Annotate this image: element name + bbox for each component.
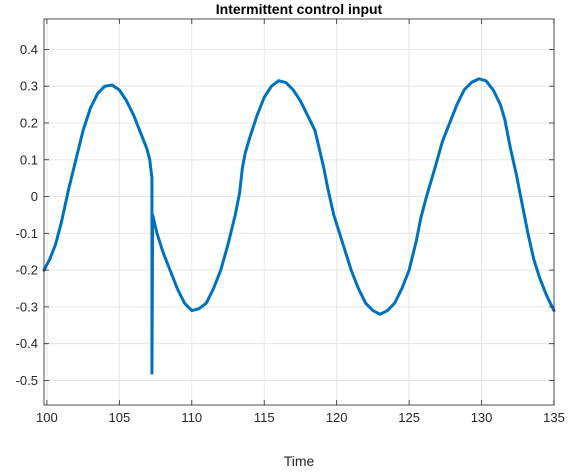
series-layer xyxy=(42,77,556,375)
plot-area-border xyxy=(43,18,555,406)
x-tick-label: 125 xyxy=(398,410,420,425)
x-tick-label: 105 xyxy=(108,410,130,425)
x-tick-label: 135 xyxy=(543,410,565,425)
y-tick-label: -0.4 xyxy=(16,336,38,351)
y-tick-label: -0.2 xyxy=(16,263,38,278)
x-tick-label: 120 xyxy=(326,410,348,425)
y-tick-label: 0.2 xyxy=(20,115,38,130)
x-tick-label: 130 xyxy=(471,410,493,425)
y-tick-label: 0.3 xyxy=(20,79,38,94)
plot-area-background xyxy=(44,19,554,405)
x-tick-labels: 100 105 110 115 120 125 130 135 xyxy=(36,410,565,425)
tick-marks xyxy=(44,19,555,405)
gridlines xyxy=(44,19,555,405)
y-tick-label: 0.1 xyxy=(20,152,38,167)
y-tick-label: -0.3 xyxy=(16,299,38,314)
y-tick-label: -0.5 xyxy=(16,373,38,388)
control-input-line xyxy=(42,77,556,375)
y-tick-label: 0 xyxy=(31,189,38,204)
x-tick-label: 115 xyxy=(254,410,275,425)
x-tick-label: 100 xyxy=(36,410,58,425)
x-axis-label: Time xyxy=(284,453,315,469)
y-tick-label: -0.1 xyxy=(16,226,38,241)
y-tick-labels: 0.4 0.3 0.2 0.1 0 -0.1 -0.2 -0.3 -0.4 -0.5 xyxy=(16,42,38,388)
chart-title: Intermittent control input xyxy=(216,1,383,17)
y-tick-label: 0.4 xyxy=(20,42,38,57)
x-tick-label: 110 xyxy=(181,410,202,425)
